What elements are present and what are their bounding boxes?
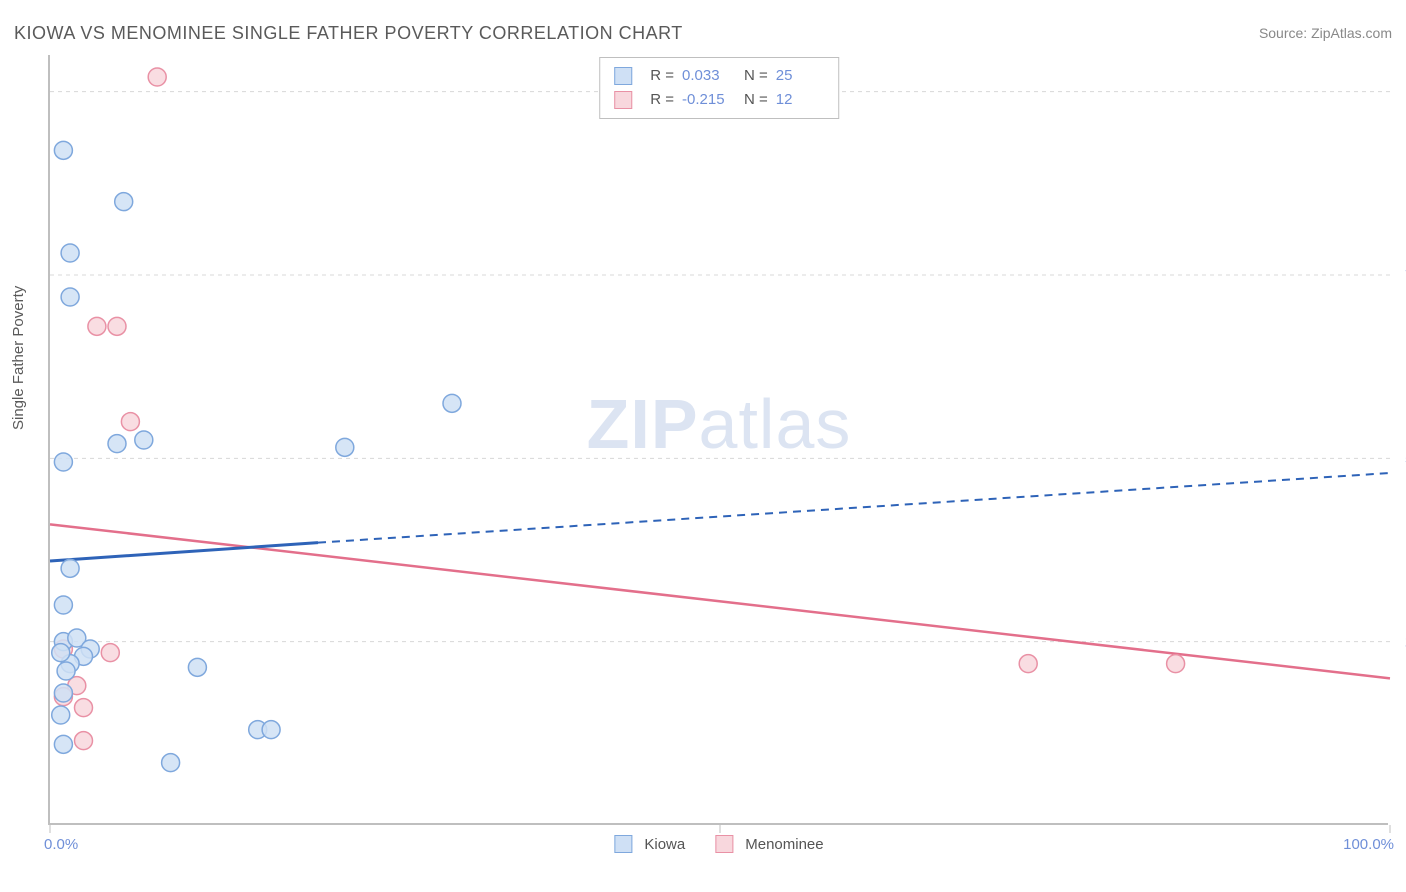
legend-item-menominee: Menominee	[715, 835, 823, 853]
swatch-kiowa	[614, 67, 632, 85]
x-tick-label-left: 0.0%	[44, 836, 78, 853]
kiowa-n-value: 25	[776, 64, 824, 88]
r-label-2: R =	[650, 88, 674, 112]
menominee-r-value: -0.215	[682, 88, 730, 112]
legend-series: Kiowa Menominee	[614, 835, 823, 853]
y-axis-title: Single Father Poverty	[10, 286, 27, 430]
swatch-menominee	[614, 91, 632, 109]
menominee-n-value: 12	[776, 88, 824, 112]
legend-row-kiowa: R = 0.033 N = 25	[614, 64, 824, 88]
x-tick-label-right: 100.0%	[1343, 836, 1394, 853]
source-label: Source: ZipAtlas.com	[1259, 25, 1392, 41]
swatch-kiowa-2	[614, 835, 632, 853]
kiowa-r-value: 0.033	[682, 64, 730, 88]
r-label: R =	[650, 64, 674, 88]
menominee-label: Menominee	[745, 836, 823, 853]
legend-row-menominee: R = -0.215 N = 12	[614, 88, 824, 112]
legend-correlation: R = 0.033 N = 25 R = -0.215 N = 12	[599, 57, 839, 119]
legend-item-kiowa: Kiowa	[614, 835, 685, 853]
kiowa-label: Kiowa	[644, 836, 685, 853]
n-label: N =	[744, 64, 768, 88]
chart-title: KIOWA VS MENOMINEE SINGLE FATHER POVERTY…	[14, 23, 683, 44]
n-label-2: N =	[744, 88, 768, 112]
title-bar: KIOWA VS MENOMINEE SINGLE FATHER POVERTY…	[14, 18, 1392, 48]
chart-container: KIOWA VS MENOMINEE SINGLE FATHER POVERTY…	[0, 0, 1406, 892]
plot-svg: 25.0%50.0%75.0%100.0%	[50, 55, 1388, 823]
plot-area: ZIPatlas 25.0%50.0%75.0%100.0% R = 0.033…	[48, 55, 1388, 825]
swatch-menominee-2	[715, 835, 733, 853]
